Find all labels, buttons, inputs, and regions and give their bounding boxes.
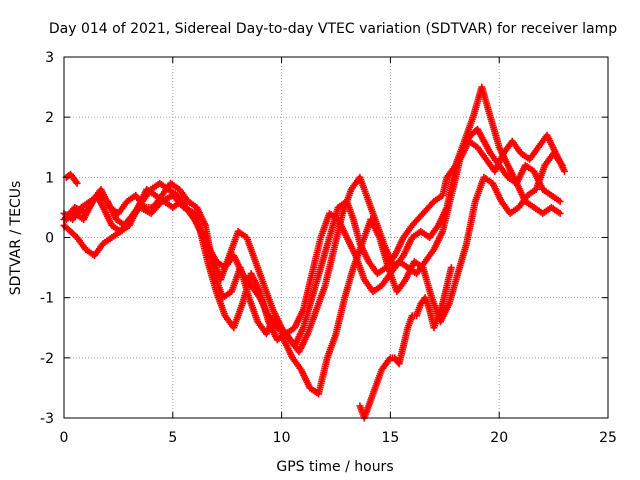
- y-tick-label: 2: [45, 110, 54, 126]
- x-axis-label: GPS time / hours: [276, 459, 393, 475]
- x-tick-label: 5: [168, 430, 177, 446]
- x-tick-label: 25: [599, 430, 617, 446]
- x-tick-label: 10: [273, 430, 291, 446]
- data-points: [60, 83, 568, 422]
- series: [60, 131, 568, 344]
- y-tick-label: 1: [45, 170, 54, 186]
- data-point: [73, 179, 81, 187]
- data-point: [385, 355, 393, 363]
- y-tick-label: -1: [40, 291, 54, 307]
- x-tick-label: 15: [381, 430, 399, 446]
- y-tick-label: -3: [40, 411, 54, 427]
- series: [356, 264, 455, 422]
- series: [62, 149, 566, 398]
- y-tick-label: -2: [40, 351, 54, 367]
- y-tick-label: 0: [45, 231, 54, 247]
- x-tick-label: 20: [490, 430, 508, 446]
- data-point: [556, 197, 564, 205]
- series: [62, 170, 81, 187]
- data-point: [560, 167, 568, 175]
- data-point: [72, 178, 80, 186]
- grid: [64, 57, 608, 418]
- axis-ticks: 0 5 10 15 20 25 -3 -2 -1 0 1 2 3: [40, 50, 617, 446]
- x-tick-label: 0: [60, 430, 69, 446]
- chart-title: Day 014 of 2021, Sidereal Day-to-day VTE…: [49, 21, 617, 37]
- data-point: [556, 209, 564, 217]
- series: [60, 83, 564, 356]
- y-tick-label: 3: [45, 50, 54, 66]
- y-axis-label: SDTVAR / TECUs: [8, 181, 24, 296]
- data-point: [558, 161, 566, 169]
- data-point: [447, 264, 455, 272]
